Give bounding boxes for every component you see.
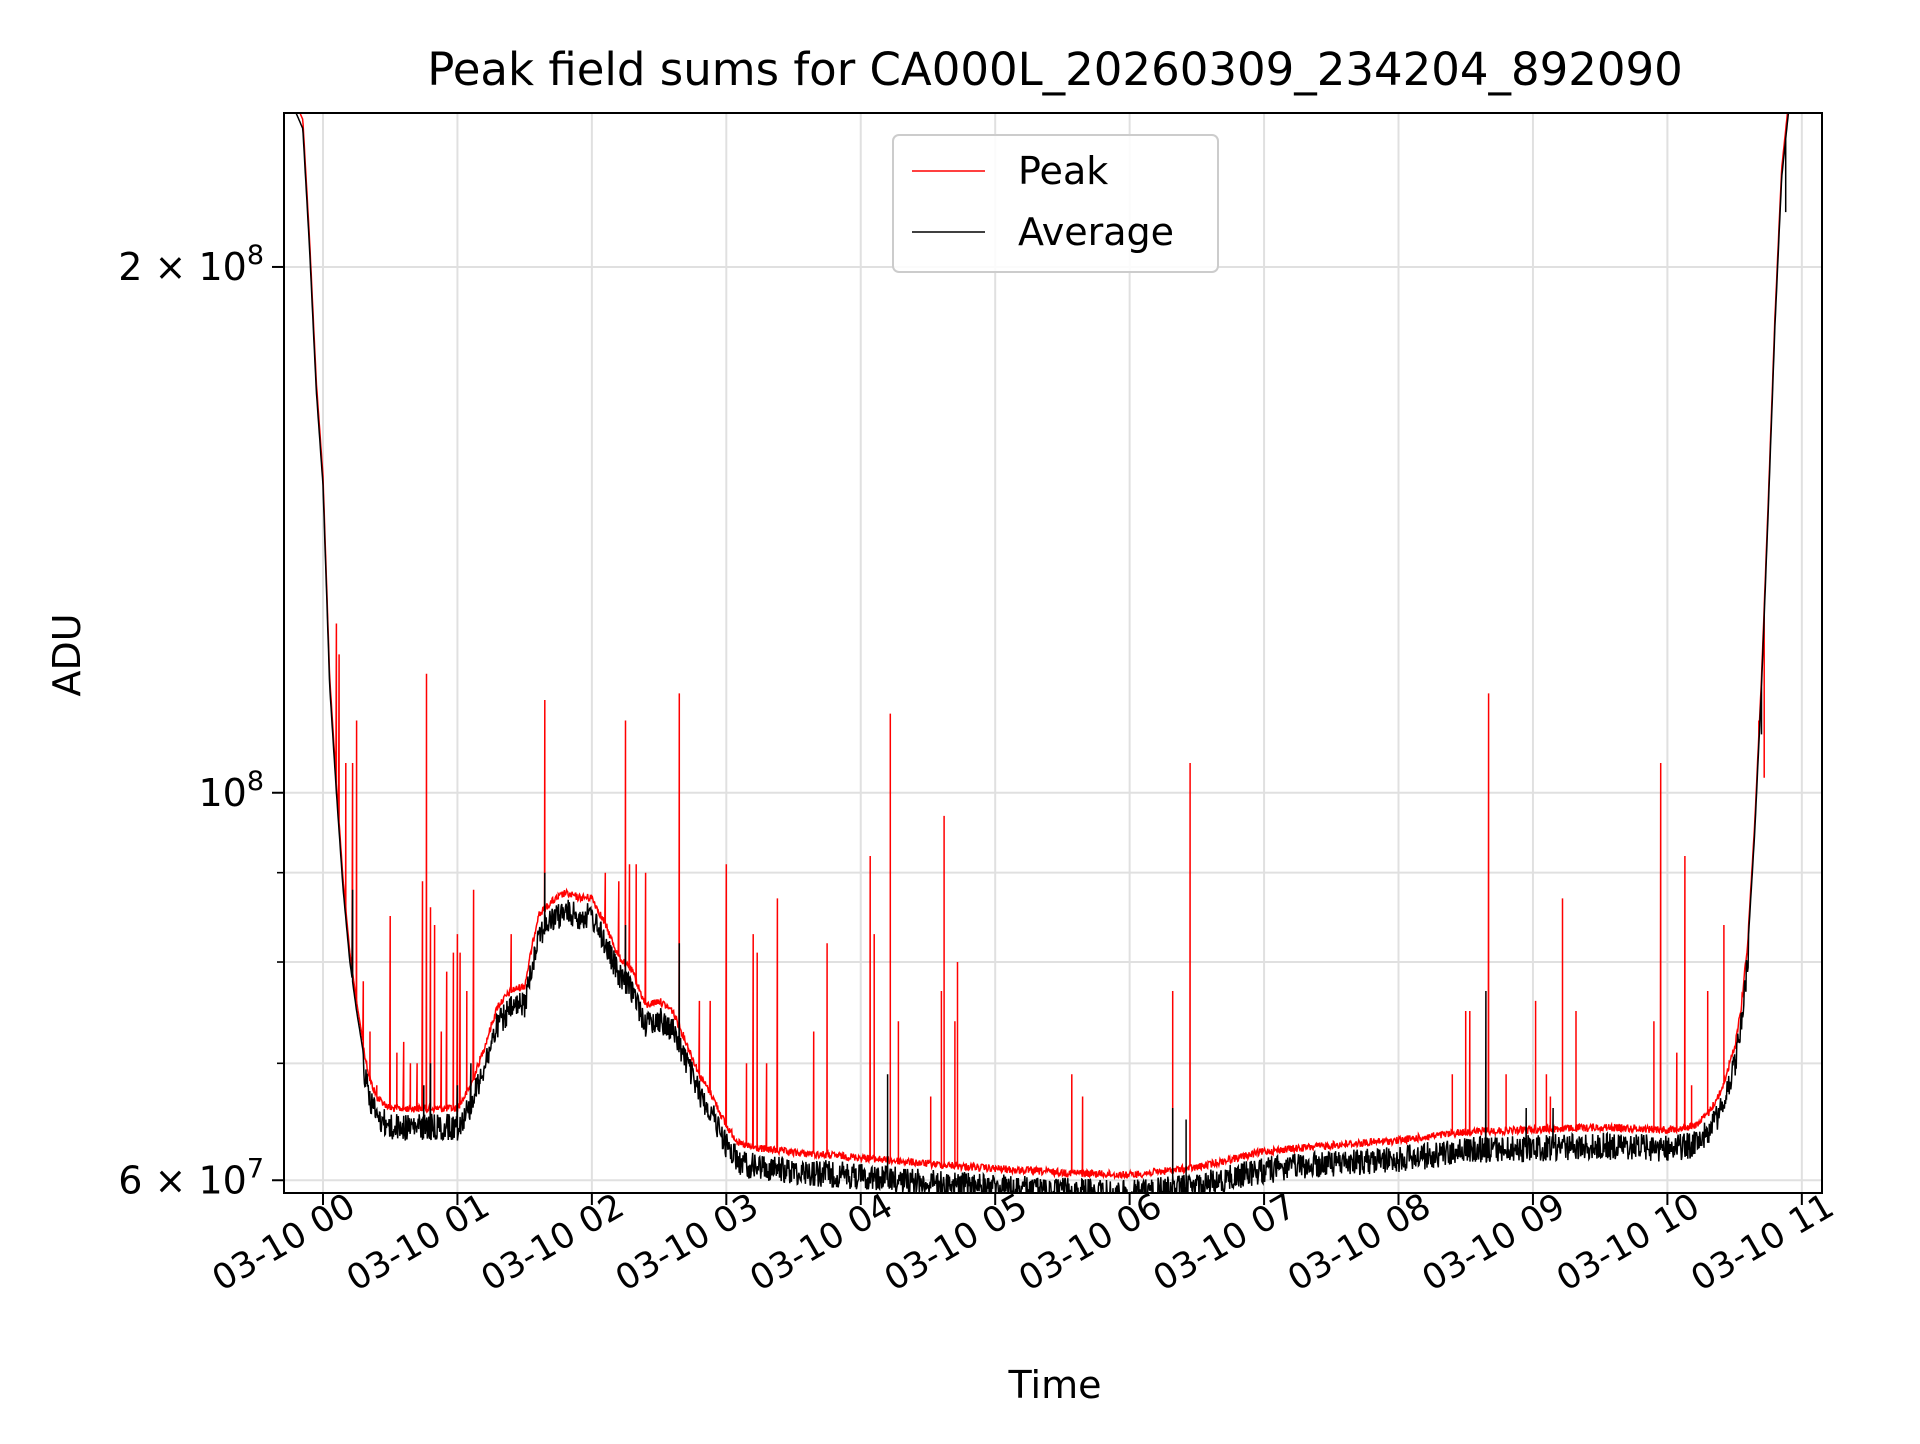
legend: Peak Average [892,134,1219,273]
grid-layer [284,113,1822,1193]
y-tick-label: 6 × 107 [118,1153,264,1202]
axes-frame [283,112,1823,1194]
x-axis-label: Time [1008,1363,1102,1407]
legend-peak-label: Peak [1018,149,1108,193]
y-tick-label: 2 × 108 [118,240,264,289]
plot-area [285,113,1802,1193]
peak-series-line [299,113,1789,1181]
y-axis-label: ADU [45,613,89,696]
legend-average-label: Average [1018,210,1174,254]
legend-box [892,134,1219,273]
y-tick-label: 108 [198,766,264,815]
chart-title: Peak field sums for CA000L_20260309_2342… [427,43,1683,96]
average-series-line [285,113,1802,1193]
